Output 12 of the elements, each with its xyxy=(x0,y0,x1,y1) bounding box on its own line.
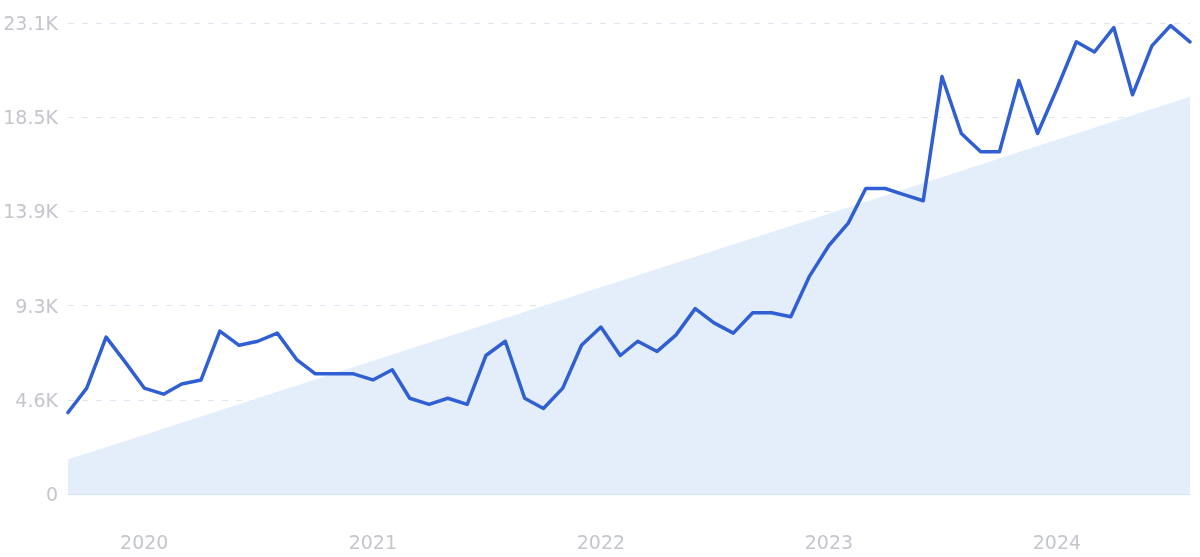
x-tick-label: 2024 xyxy=(1032,530,1082,553)
y-tick-label: 23.1K xyxy=(3,12,59,34)
line-series xyxy=(66,23,1192,415)
y-tick-label: 13.9K xyxy=(3,200,59,223)
y-tick-label: 9.3K xyxy=(15,294,59,317)
y-tick-label: 18.5K xyxy=(3,106,59,129)
x-tick-label: 2021 xyxy=(348,530,398,553)
y-tick-label: 0 xyxy=(45,483,58,505)
x-tick-label: 2022 xyxy=(576,530,626,553)
x-tick-label: 2020 xyxy=(120,530,169,553)
x-tick-label: 2023 xyxy=(804,530,854,553)
y-tick-label: 4.6K xyxy=(15,388,59,411)
